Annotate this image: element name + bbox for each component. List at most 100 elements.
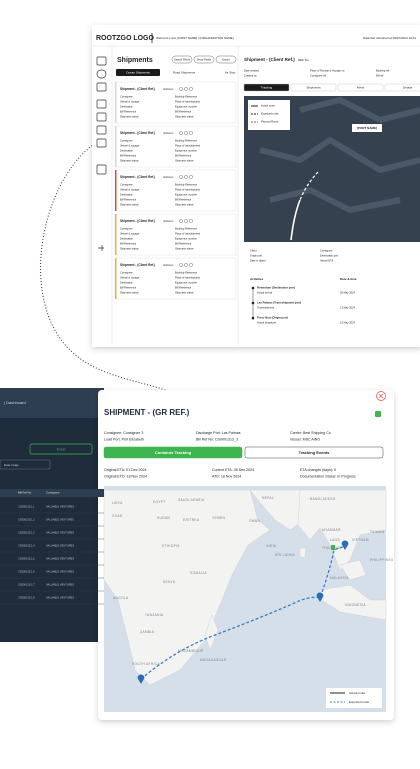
card-field: Vessel & voyage [120, 100, 140, 104]
marker[interactable] [137, 674, 145, 685]
card-field: Equipment number [175, 237, 197, 241]
icon[interactable] [96, 56, 107, 66]
activities-header: Date & time [340, 277, 357, 281]
card-title: Shipment - (Client Ref.) [120, 263, 155, 267]
info-field: Destination port [320, 254, 338, 258]
card-actions: Actions: [163, 131, 174, 135]
card-field: Place of transhipment [175, 144, 200, 148]
card-field: Shipment status [175, 115, 194, 119]
action-icon[interactable] [179, 87, 183, 91]
icon[interactable] [98, 245, 104, 251]
excel-button[interactable] [29, 443, 93, 455]
icon[interactable] [96, 138, 107, 148]
table-cell: VALUABLE VENTURES [46, 544, 74, 548]
icon[interactable] [96, 125, 107, 135]
shipment-card[interactable] [114, 81, 237, 124]
tab-label[interactable]: Road Shipments [173, 70, 196, 74]
icon[interactable] [96, 164, 107, 175]
tab-label[interactable]: Ocean Shipments [126, 70, 150, 74]
country-label: INDONESIA [345, 603, 366, 607]
action-icon[interactable] [179, 219, 183, 223]
action-icon[interactable] [189, 263, 193, 267]
shipment-card[interactable] [114, 257, 237, 300]
modal-tab-label: Container Tracking [155, 450, 192, 455]
icon[interactable] [96, 112, 107, 122]
card-accent [115, 214, 117, 255]
filter-button[interactable] [215, 55, 237, 64]
card-field: Shipment status [120, 115, 139, 119]
modal-icon[interactable] [375, 411, 381, 417]
card-title: Shipment - (Client Ref.) [120, 175, 155, 179]
icon[interactable] [96, 69, 107, 79]
country-label: MALAYSIA [330, 576, 349, 580]
filter-button-label: Export [222, 57, 230, 61]
table-header-cell: Bill Ref No [18, 491, 32, 495]
action-icon[interactable] [184, 131, 188, 135]
card-field: Consignee [120, 227, 133, 231]
action-icon[interactable] [184, 219, 188, 223]
action-icon[interactable] [189, 219, 193, 223]
action-icon[interactable] [189, 175, 193, 179]
card-title: Shipment - (Client Ref.) [120, 219, 155, 223]
action-icon[interactable] [179, 175, 183, 179]
detail-tab[interactable] [243, 83, 290, 92]
country-label: MADAGASCAR [200, 658, 227, 662]
shipment-card[interactable] [114, 213, 237, 256]
card-title: Shipment - (Client Ref.) [120, 87, 155, 91]
country-label: INDIA [266, 544, 277, 548]
action-icon[interactable] [189, 131, 193, 135]
table-cell: CS0001313_5 [18, 557, 35, 561]
filter-button[interactable] [193, 55, 215, 64]
route-expected [140, 545, 346, 680]
table-cell: VALUABLE VENTURES [46, 583, 74, 587]
card-field: Booking Reference [175, 183, 198, 187]
action-icon[interactable] [179, 263, 183, 267]
activity-port: Las Palmas (Transshipment port) [257, 301, 301, 305]
icon[interactable] [96, 99, 107, 109]
icon[interactable] [96, 82, 107, 92]
refreshed: Data last refreshed at 09/07/2024 10:01 [363, 36, 416, 40]
card-field: Place of transhipment [175, 100, 200, 104]
card-field: Destination [120, 149, 134, 153]
detail-tab[interactable] [290, 83, 337, 92]
tab-label[interactable]: Air Ship [225, 70, 236, 74]
card-field: Vessel & voyage [120, 188, 140, 192]
activity-date: 13 May 2024 [340, 306, 356, 310]
country-label: NEPAL [262, 496, 274, 500]
card-actions: Actions: [163, 263, 174, 267]
action-icon[interactable] [184, 175, 188, 179]
date-range-input[interactable] [0, 459, 51, 470]
list-title: Shipments [117, 57, 153, 64]
date-field: ATD: 18 Nov 2024 [212, 474, 241, 478]
detail-tab[interactable] [384, 83, 420, 92]
filter-button[interactable] [171, 55, 193, 64]
detail-tab-label: Shipments [306, 85, 321, 89]
info-field: Consignee [320, 249, 333, 253]
table-header-cell: Consignee [46, 491, 60, 495]
card-accent [115, 170, 117, 211]
card-field: Booking Reference [175, 139, 198, 143]
modal-tab[interactable] [103, 446, 243, 459]
action-icon[interactable] [184, 263, 188, 267]
action-icon[interactable] [184, 87, 188, 91]
country-label: SOUTH AFRICA [132, 662, 160, 666]
action-icon[interactable] [189, 87, 193, 91]
tab-active[interactable] [116, 69, 160, 76]
vessel-marker[interactable] [331, 545, 335, 550]
detail-tab[interactable] [337, 83, 384, 92]
marker[interactable] [316, 592, 324, 603]
excel-label: Excel [57, 447, 66, 451]
table-cell: VALUABLE VENTURES [46, 505, 74, 509]
modal-tab[interactable] [244, 446, 384, 459]
table-cell: CS0001313_3 [18, 531, 35, 535]
table-cell: CS0001313_2 [18, 518, 35, 522]
breadcrumb: | Dashboard [4, 400, 26, 405]
modal-field: Load Port: Port Elizabeth [104, 437, 144, 441]
table-cell: CS0001313_7 [18, 583, 35, 587]
action-icon[interactable] [179, 131, 183, 135]
card-field: Bill Reference [175, 110, 192, 114]
card-accent [115, 82, 117, 123]
meta-field: Place of Receipt & Voyage no. [310, 69, 345, 73]
marker[interactable] [341, 540, 349, 551]
